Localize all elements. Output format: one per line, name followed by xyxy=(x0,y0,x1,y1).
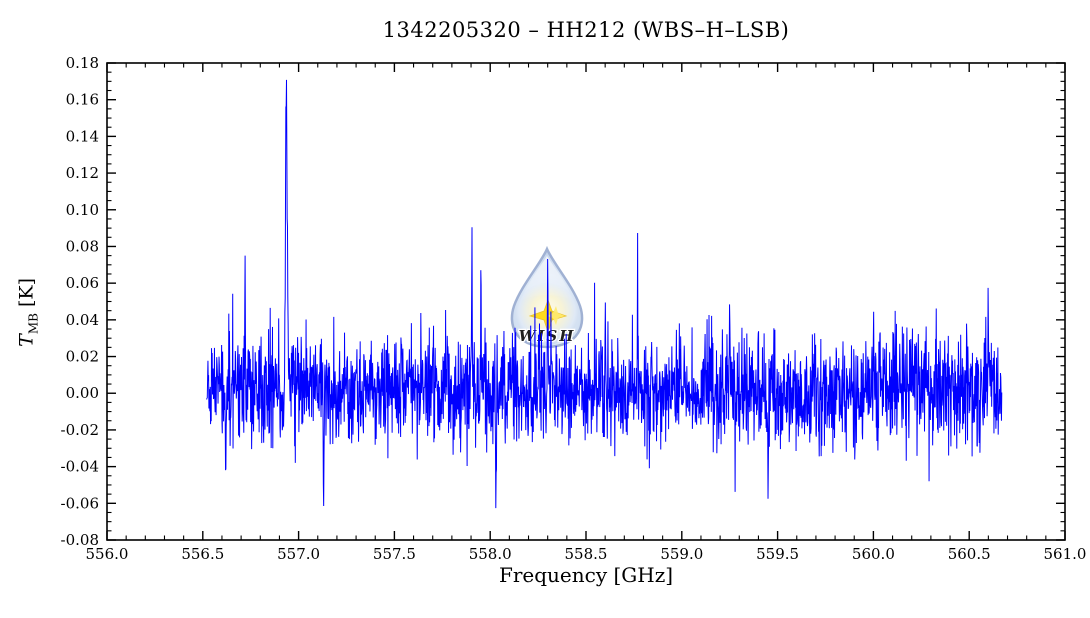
y-tick-label: 0.18 xyxy=(66,54,99,72)
x-tick-label: 559.0 xyxy=(660,545,703,563)
y-tick-label: 0.14 xyxy=(66,127,99,145)
x-tick-label: 556.0 xyxy=(86,545,129,563)
y-tick-label: 0.06 xyxy=(66,274,99,292)
x-tick-label: 560.0 xyxy=(852,545,895,563)
y-tick-label: 0.04 xyxy=(66,311,99,329)
y-tick-label: 0.08 xyxy=(66,237,99,255)
x-tick-label: 558.5 xyxy=(565,545,608,563)
y-tick-label: -0.02 xyxy=(61,421,99,439)
x-tick-label: 558.0 xyxy=(469,545,512,563)
x-tick-label: 560.5 xyxy=(948,545,991,563)
droplet-gloss xyxy=(521,256,573,301)
y-axis-label: TMB [K] xyxy=(16,162,41,462)
x-axis-label: Frequency [GHz] xyxy=(498,563,674,587)
y-axis-symbol: T xyxy=(15,334,38,347)
y-tick-label: 0.10 xyxy=(66,201,99,219)
x-tick-label: 557.0 xyxy=(277,545,320,563)
y-tick-label: 0.16 xyxy=(66,91,99,109)
spectrum-trace xyxy=(206,79,1003,509)
x-tick-label: 556.5 xyxy=(181,545,224,563)
y-tick-label: 0.02 xyxy=(66,348,99,366)
axis-ticks xyxy=(106,62,1066,541)
x-tick-label: 557.5 xyxy=(373,545,416,563)
plot-title: 1342205320 – HH212 (WBS–H–LSB) xyxy=(382,18,790,42)
x-tick-label: 561.0 xyxy=(1044,545,1087,563)
y-tick-label: -0.06 xyxy=(61,494,99,512)
wish-logo-text: WISH xyxy=(519,327,576,345)
plot-frame xyxy=(106,62,1066,541)
x-tick-label: 559.5 xyxy=(756,545,799,563)
axis-tick-labels: 556.0 556.5 557.0 557.5 558.0 558.5 559.0 559.5… xyxy=(61,54,1087,563)
y-axis-unit: [K] xyxy=(15,277,38,314)
y-axis-subscript: MB xyxy=(26,313,41,335)
spectrum-trace-layer xyxy=(206,79,1003,509)
y-tick-label: 0.12 xyxy=(66,164,99,182)
y-tick-label: -0.08 xyxy=(61,531,99,549)
y-tick-label: 0.00 xyxy=(66,384,99,402)
y-tick-label: -0.04 xyxy=(61,458,99,476)
